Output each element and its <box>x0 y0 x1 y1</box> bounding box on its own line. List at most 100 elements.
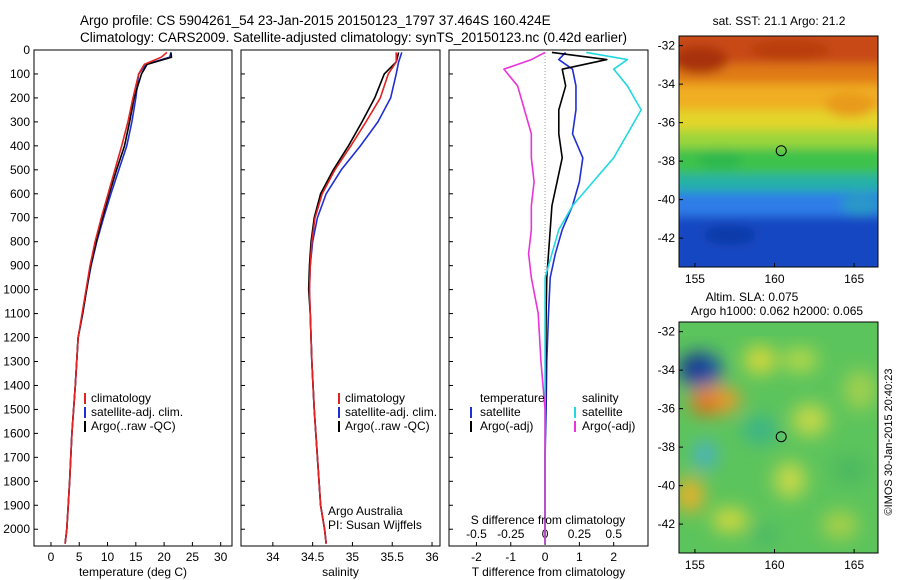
legend-swatch-climatology <box>338 393 340 404</box>
depth-tick-label: 1200 <box>3 331 30 345</box>
series-line <box>503 51 546 544</box>
sla-map-subtitle: Argo h1000: 0.062 h2000: 0.065 <box>691 304 863 318</box>
header-line2: Climatology: CARS2009. Satellite-adjuste… <box>80 30 627 45</box>
series-line <box>544 51 584 544</box>
x-tick-label: 10 <box>101 550 115 564</box>
lat-tick-label: -36 <box>658 402 676 416</box>
x-tick-label: 34 <box>266 550 280 564</box>
legend-swatch-s-argo <box>574 421 576 432</box>
lon-tick-label: 165 <box>844 272 864 286</box>
legend-label-t-satellite: satellite <box>480 405 521 419</box>
depth-tick-label: 700 <box>10 211 30 225</box>
legend-label-t-argo: Argo(-adj) <box>480 419 533 433</box>
series-line <box>307 52 400 544</box>
x-tick-label: 35.5 <box>381 550 405 564</box>
x-tick-label: 20 <box>157 550 171 564</box>
top-axis-label: S difference from climatology <box>471 513 626 527</box>
plot-frame <box>448 49 649 547</box>
sst-map-title: sat. SST: 21.1 Argo: 21.2 <box>713 14 846 28</box>
x-tick-label: 2 <box>610 550 617 564</box>
series-line <box>544 51 608 544</box>
temperature-legend: climatology satellite-adj. clim. Argo(..… <box>84 391 183 433</box>
series-line <box>64 52 173 544</box>
legend-label-satellite: satellite-adj. clim. <box>345 405 437 419</box>
depth-tick-label: 200 <box>10 91 30 105</box>
sla-map: 155 160 165 -32 -34 -36 -38 -40 -42 <box>658 321 879 572</box>
credit-line1: Argo Australia <box>328 504 403 518</box>
s-tick-label: -0.5 <box>466 527 487 541</box>
depth-tick-label: 500 <box>10 163 30 177</box>
depth-tick-label: 1800 <box>3 474 30 488</box>
lon-tick-label: 160 <box>765 558 785 572</box>
s-tick-label: 0.5 <box>605 527 622 541</box>
depth-tick-label: 1400 <box>3 378 30 392</box>
legend-label-satellite: satellite-adj. clim. <box>91 405 183 419</box>
x-tick-label: -2 <box>471 550 482 564</box>
depth-tick-label: 900 <box>10 259 30 273</box>
depth-tick-label: 1300 <box>3 354 30 368</box>
lon-tick-label: 155 <box>685 558 705 572</box>
legend-swatch-climatology <box>84 393 86 404</box>
depth-tick-label: 1500 <box>3 402 30 416</box>
x-tick-label: 5 <box>76 550 83 564</box>
series-line <box>308 52 403 544</box>
depth-tick-label: 1000 <box>3 283 30 297</box>
x-tick-label: 1 <box>576 550 583 564</box>
legend-swatch-argo <box>84 421 86 432</box>
lat-tick-label: -32 <box>658 325 676 339</box>
legend-label-climatology: climatology <box>91 391 151 405</box>
x-tick-label: 36 <box>425 550 439 564</box>
depth-tick-label: 0 <box>23 43 30 57</box>
x-tick-label: 35 <box>346 550 360 564</box>
lon-tick-label: 160 <box>765 272 785 286</box>
x-axis-label: salinity <box>322 565 359 579</box>
plot-frame <box>33 49 233 547</box>
sla-map-title: Altim. SLA: 0.075 <box>706 290 799 304</box>
series-line <box>308 52 398 544</box>
header-line1: Argo profile: CS 5904261_54 23-Jan-2015 … <box>80 13 551 28</box>
depth-tick-label: 800 <box>10 235 30 249</box>
plot-frame <box>240 49 441 547</box>
legend-swatch-satellite <box>338 407 340 418</box>
x-tick-label: 15 <box>129 550 143 564</box>
imos-stamp: ©IMOS 30-Jan-2015 20:40:23 <box>883 369 895 516</box>
x-tick-label: -1 <box>505 550 516 564</box>
legend-swatch-satellite <box>84 407 86 418</box>
depth-tick-label: 600 <box>10 187 30 201</box>
lon-tick-label: 155 <box>685 272 705 286</box>
lat-tick-label: -40 <box>658 479 676 493</box>
lat-tick-label: -32 <box>658 39 676 53</box>
temperature-panel: 0100200300400500600700800900100011001200… <box>3 43 233 579</box>
legend-label-s-satellite: satellite <box>582 405 623 419</box>
lat-tick-label: -34 <box>658 77 676 91</box>
legend-label-argo: Argo(..raw -QC) <box>345 419 430 433</box>
lon-tick-label: 165 <box>844 558 864 572</box>
lat-tick-label: -38 <box>658 440 676 454</box>
credit-line2: PI: Susan Wijffels <box>328 518 422 532</box>
legend-label-climatology: climatology <box>345 391 405 405</box>
legend-label-argo: Argo(..raw -QC) <box>91 419 176 433</box>
depth-tick-label: 100 <box>10 67 30 81</box>
legend-swatch-t-satellite <box>470 407 472 418</box>
sst-map: 155 160 165 -32 -34 -36 -38 -40 -42 <box>658 35 879 286</box>
legend-swatch-s-satellite <box>574 407 576 418</box>
legend-swatch-argo <box>338 421 340 432</box>
lat-tick-label: -42 <box>658 517 676 531</box>
s-tick-label: 0.25 <box>568 527 592 541</box>
lat-tick-label: -38 <box>658 154 676 168</box>
depth-tick-label: 2000 <box>3 522 30 536</box>
lat-tick-label: -36 <box>658 116 676 130</box>
legend-swatch-t-argo <box>470 421 472 432</box>
x-tick-label: 34.5 <box>301 550 325 564</box>
s-tick-label: -0.25 <box>497 527 525 541</box>
argo-position-marker <box>775 431 787 443</box>
series-line <box>64 51 168 544</box>
lat-tick-label: -34 <box>658 363 676 377</box>
lat-tick-label: -40 <box>658 193 676 207</box>
x-tick-label: 0 <box>48 550 55 564</box>
x-axis-label: T difference from climatology <box>472 565 626 579</box>
depth-tick-label: 1600 <box>3 426 30 440</box>
x-tick-label: 25 <box>186 550 200 564</box>
x-tick-label: 0 <box>542 550 549 564</box>
